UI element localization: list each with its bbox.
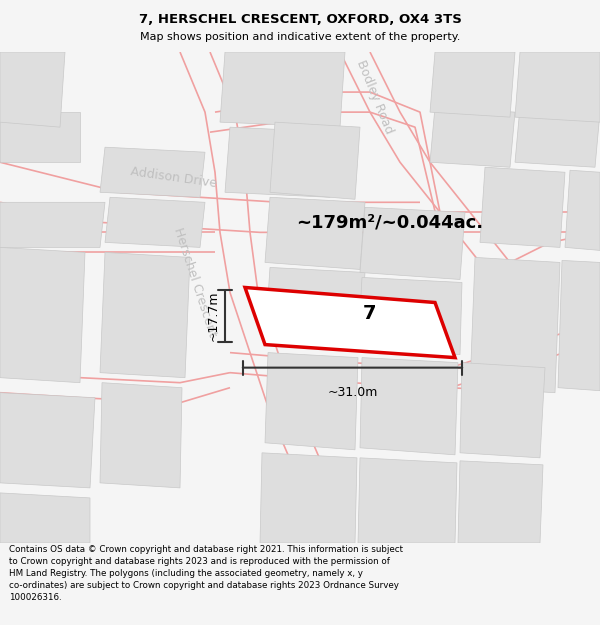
Polygon shape bbox=[360, 208, 465, 279]
Polygon shape bbox=[100, 382, 182, 488]
Polygon shape bbox=[0, 52, 65, 127]
Polygon shape bbox=[565, 170, 600, 251]
Text: Contains OS data © Crown copyright and database right 2021. This information is : Contains OS data © Crown copyright and d… bbox=[9, 546, 403, 602]
Polygon shape bbox=[0, 493, 90, 543]
Text: 7: 7 bbox=[363, 304, 377, 322]
Polygon shape bbox=[515, 52, 600, 122]
Text: ~31.0m: ~31.0m bbox=[328, 386, 377, 399]
Polygon shape bbox=[270, 122, 360, 199]
Polygon shape bbox=[100, 148, 205, 198]
Polygon shape bbox=[430, 52, 515, 117]
Polygon shape bbox=[0, 112, 80, 162]
Text: Bodley Road: Bodley Road bbox=[354, 58, 396, 136]
Polygon shape bbox=[0, 248, 85, 382]
Text: ~179m²/~0.044ac.: ~179m²/~0.044ac. bbox=[296, 213, 484, 231]
Polygon shape bbox=[260, 453, 357, 543]
Polygon shape bbox=[265, 268, 365, 349]
Polygon shape bbox=[515, 107, 600, 168]
Polygon shape bbox=[0, 392, 95, 488]
Polygon shape bbox=[100, 253, 190, 378]
Polygon shape bbox=[0, 202, 105, 248]
Polygon shape bbox=[225, 127, 335, 198]
Polygon shape bbox=[460, 362, 545, 458]
Text: Map shows position and indicative extent of the property.: Map shows position and indicative extent… bbox=[140, 32, 460, 42]
Polygon shape bbox=[220, 52, 345, 127]
Polygon shape bbox=[480, 168, 565, 248]
Polygon shape bbox=[265, 352, 358, 450]
Polygon shape bbox=[360, 357, 458, 455]
Polygon shape bbox=[470, 258, 560, 392]
Polygon shape bbox=[458, 461, 543, 543]
Polygon shape bbox=[245, 288, 455, 357]
Text: 7, HERSCHEL CRESCENT, OXFORD, OX4 3TS: 7, HERSCHEL CRESCENT, OXFORD, OX4 3TS bbox=[139, 13, 461, 26]
Polygon shape bbox=[558, 261, 600, 391]
Text: Addison Drive: Addison Drive bbox=[130, 165, 218, 190]
Polygon shape bbox=[265, 198, 365, 269]
Polygon shape bbox=[358, 278, 462, 354]
Text: ~17.7m: ~17.7m bbox=[207, 291, 220, 341]
Text: Herschel Crescent: Herschel Crescent bbox=[171, 226, 219, 339]
Polygon shape bbox=[430, 107, 515, 168]
Polygon shape bbox=[105, 198, 205, 248]
Polygon shape bbox=[358, 458, 457, 543]
